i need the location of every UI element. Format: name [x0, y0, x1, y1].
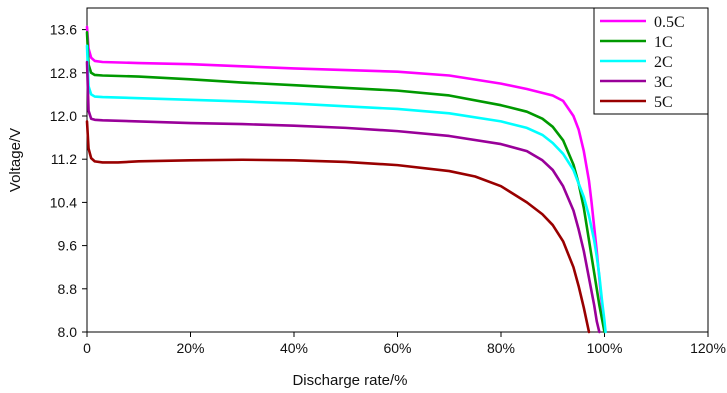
legend-label: 3C: [654, 74, 673, 91]
x-tick-label: 80%: [487, 340, 515, 356]
x-tick-label: 100%: [587, 340, 623, 356]
y-tick-label: 10.4: [50, 194, 77, 210]
x-tick-label: 40%: [280, 340, 308, 356]
series-line-5c: [85, 120, 591, 334]
axes-layer: 0 20% 40% 60% 80% 100% 120% 8.0 8.8 9.6 10.4 11.2 12…: [50, 7, 726, 356]
y-axis-title: Voltage/V: [7, 128, 24, 192]
x-tick-label: 20%: [176, 340, 204, 356]
legend-label: 0.5C: [654, 14, 685, 31]
legend-label: 1C: [654, 34, 673, 51]
legend-label: 5C: [654, 94, 673, 111]
x-tick-label: 60%: [383, 340, 411, 356]
legend-label: 2C: [654, 54, 673, 71]
y-tick-label: 8.0: [58, 324, 78, 340]
series-layer: [85, 25, 607, 334]
y-tick-label: 12.0: [50, 108, 77, 124]
legend-box: [593, 7, 709, 115]
y-tick-label: 8.8: [58, 281, 78, 297]
series-line-1c: [85, 30, 606, 334]
x-axis-title: Discharge rate/%: [292, 372, 407, 389]
y-tick-label: 11.2: [51, 151, 77, 167]
legend: 0.5C 1C 2C 3C 5C: [593, 7, 709, 115]
x-tick-label: 0: [83, 340, 91, 356]
y-tick-label: 13.6: [50, 22, 77, 38]
series-line-3c: [85, 60, 601, 334]
series-line-0-5c: [85, 25, 606, 334]
series-line-2c: [85, 44, 607, 334]
x-tick-label: 120%: [690, 340, 726, 356]
y-tick-label: 12.8: [50, 65, 77, 81]
y-tick-label: 9.6: [58, 238, 78, 254]
